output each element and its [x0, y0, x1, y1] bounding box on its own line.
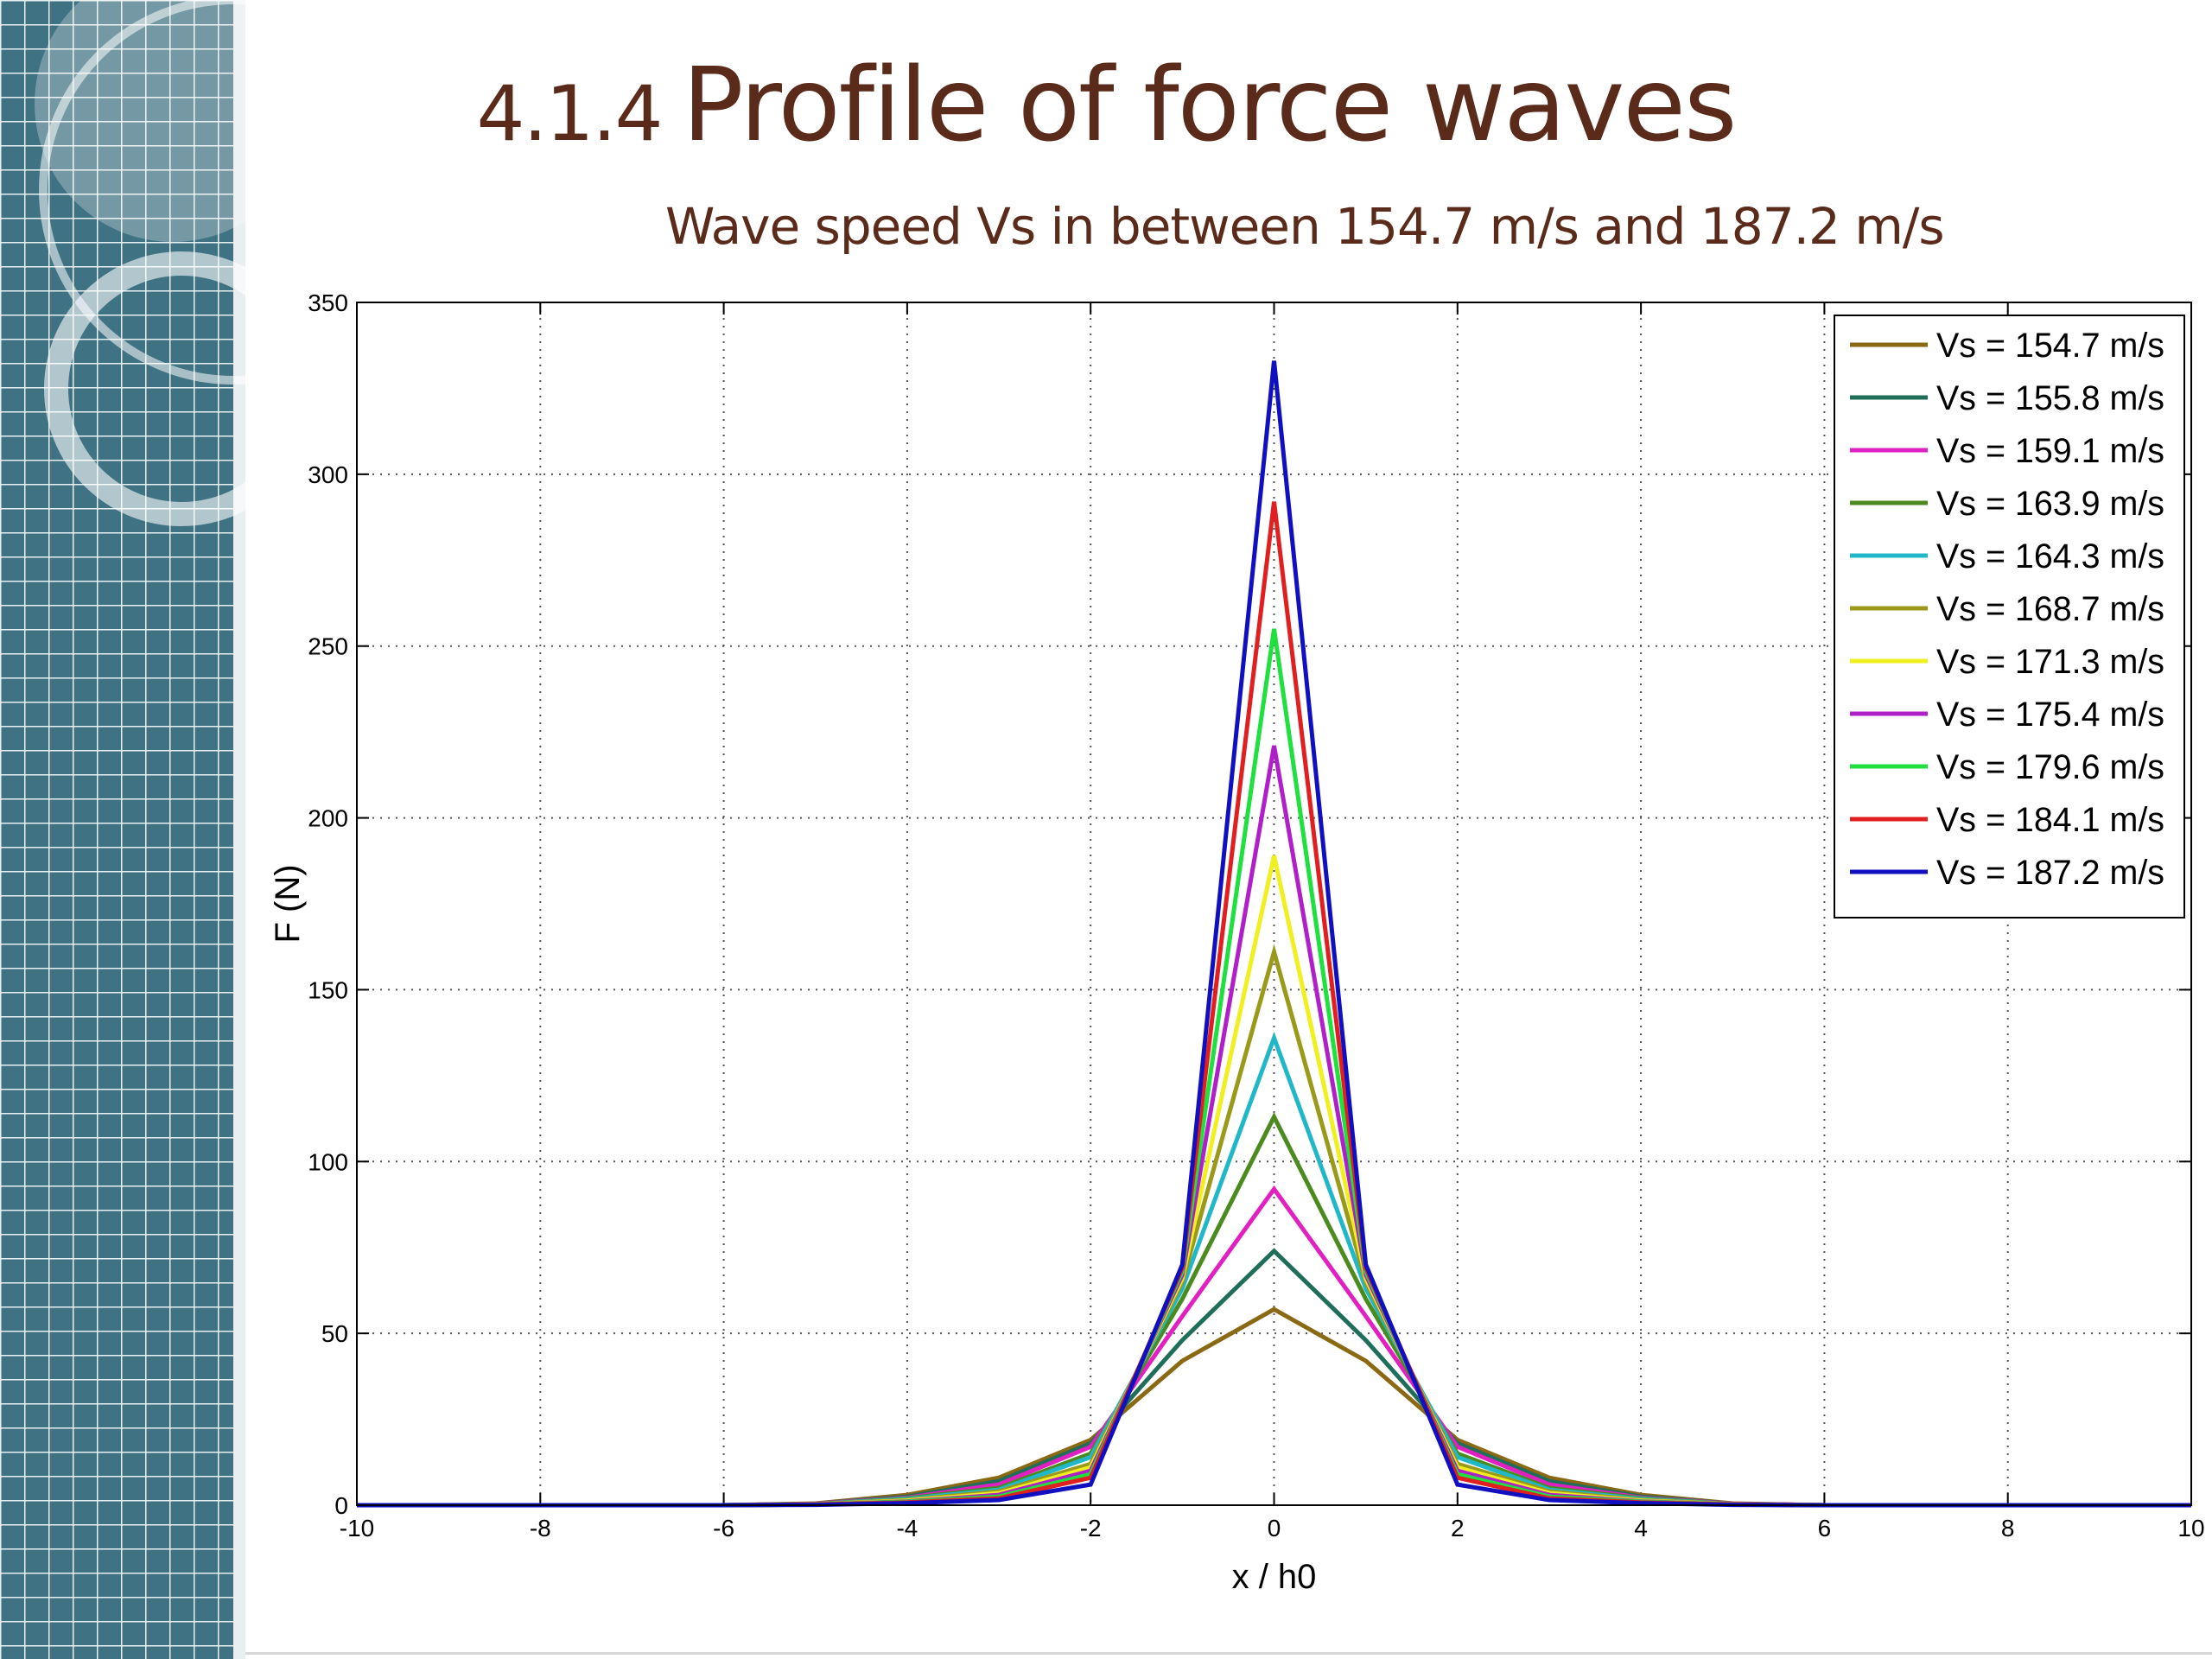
y-tick-label: 350	[308, 289, 348, 316]
title-text: Profile of force waves	[682, 45, 1737, 164]
legend-label: Vs = 184.1 m/s	[1936, 801, 2164, 839]
legend-label: Vs = 171.3 m/s	[1936, 643, 2164, 681]
plot-frame	[356, 302, 2192, 1506]
x-tick-label: -10	[340, 1515, 374, 1541]
y-tick-label: 50	[321, 1320, 348, 1347]
decorative-ring	[39, 0, 245, 385]
x-tick-label: -6	[713, 1515, 734, 1541]
y-tick-label: 0	[334, 1492, 348, 1519]
slide-title: 4.1.4 Profile of force waves	[0, 54, 2212, 156]
x-tick-label: 2	[1451, 1515, 1465, 1541]
legend-label: Vs = 164.3 m/s	[1936, 537, 2164, 575]
x-tick-label: 6	[1818, 1515, 1832, 1541]
legend-label: Vs = 168.7 m/s	[1936, 590, 2164, 628]
x-axis-label: x / h0	[1232, 1558, 1317, 1596]
legend-label: Vs = 179.6 m/s	[1936, 748, 2164, 786]
x-tick-label: 8	[2001, 1515, 2015, 1541]
sidebar-decoration	[0, 0, 245, 1659]
legend-label: Vs = 187.2 m/s	[1936, 854, 2164, 892]
x-tick-label: 4	[1634, 1515, 1648, 1541]
legend-label: Vs = 163.9 m/s	[1936, 485, 2164, 523]
slide-subtitle: Wave speed Vs in between 154.7 m/s and 1…	[665, 197, 1945, 256]
section-number: 4.1.4	[476, 69, 664, 158]
y-axis-label: F (N)	[269, 864, 307, 943]
legend-label: Vs = 154.7 m/s	[1936, 327, 2164, 365]
y-tick-label: 100	[308, 1148, 348, 1175]
legend-label: Vs = 159.1 m/s	[1936, 432, 2164, 470]
x-tick-label: 0	[1268, 1515, 1281, 1541]
y-tick-label: 150	[308, 976, 348, 1003]
force-wave-chart: -10 -8 -6 -4 -2 0 2 4 6 8 10050100150200250300350x…	[269, 289, 2205, 1596]
y-tick-label: 200	[308, 805, 348, 832]
y-tick-label: 300	[308, 461, 348, 488]
x-tick-label: 10	[2177, 1515, 2204, 1541]
y-tick-label: 250	[308, 633, 348, 660]
legend-label: Vs = 175.4 m/s	[1936, 696, 2164, 734]
bottom-divider	[245, 1652, 2212, 1655]
legend-label: Vs = 155.8 m/s	[1936, 379, 2164, 417]
decorative-circle	[35, 0, 245, 242]
decorative-ring	[44, 251, 245, 526]
x-tick-label: -8	[530, 1515, 551, 1541]
x-tick-label: -2	[1080, 1515, 1102, 1541]
x-tick-label: -4	[896, 1515, 918, 1541]
